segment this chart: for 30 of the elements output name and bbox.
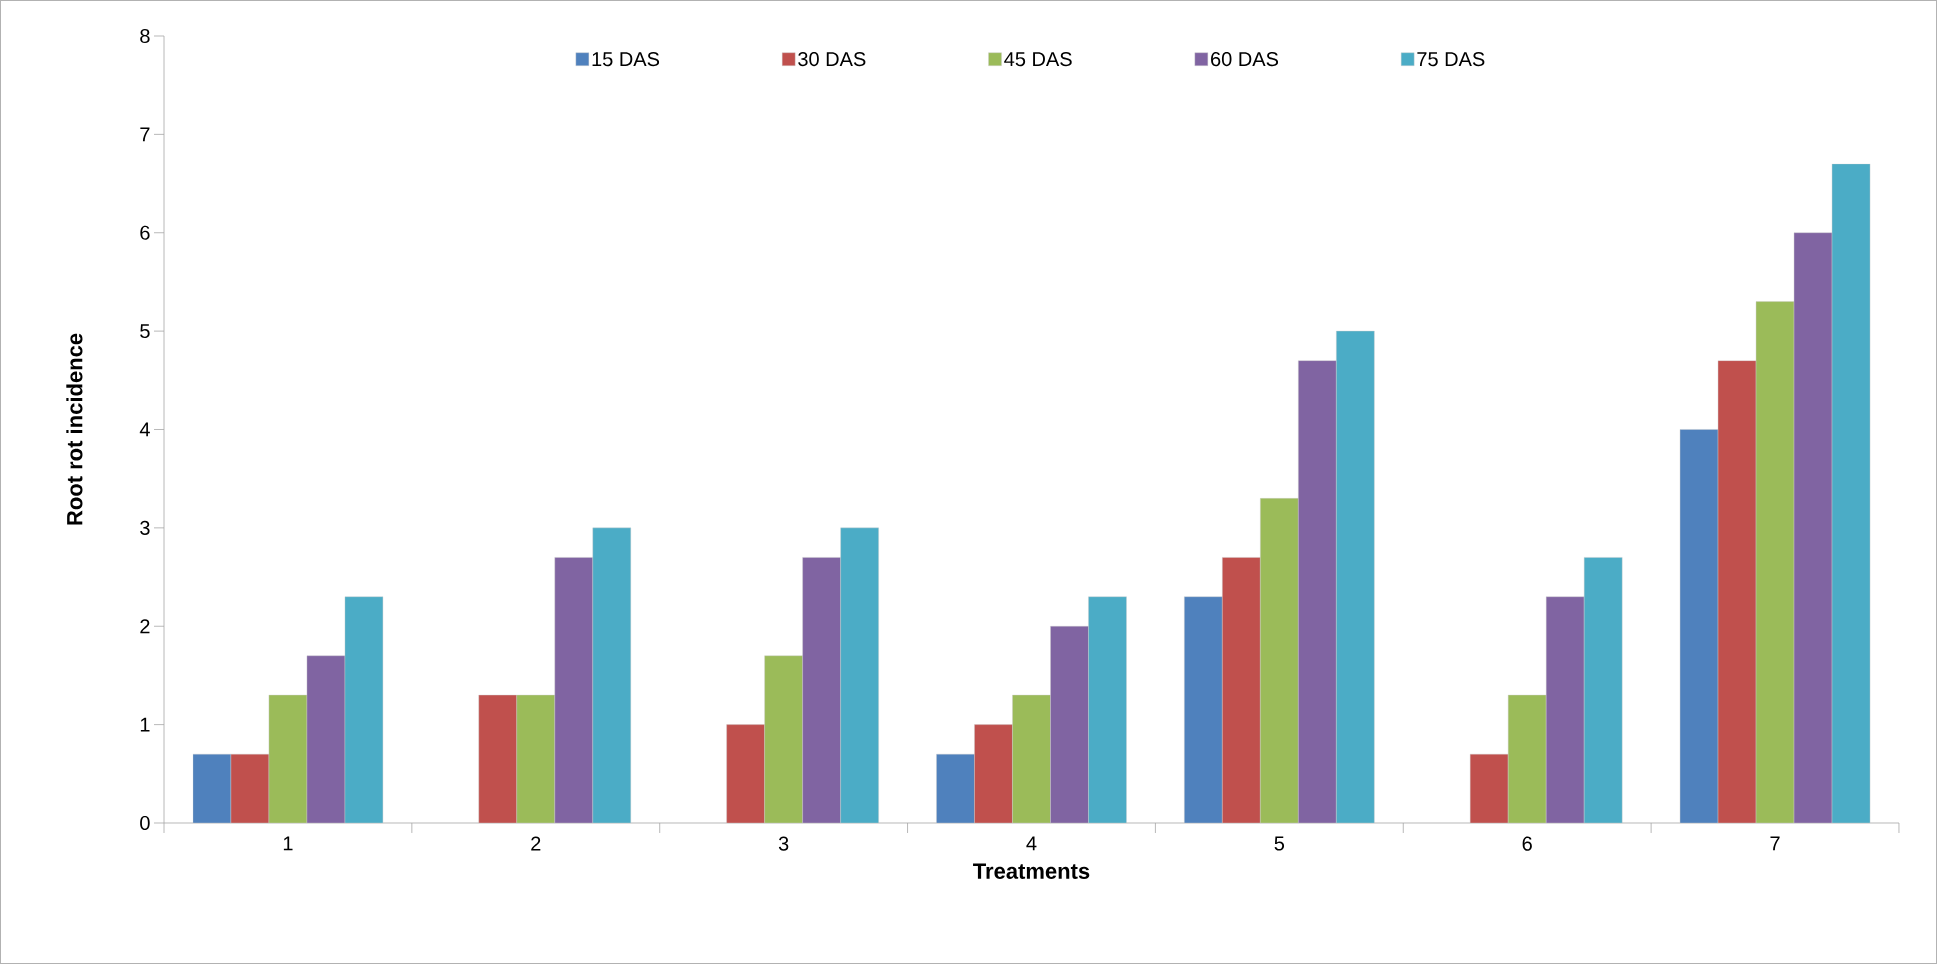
x-tick-label: 1 <box>283 836 293 851</box>
y-tick-label: 2 <box>140 619 150 634</box>
y-tick-label: 5 <box>140 324 150 339</box>
bar <box>726 724 765 823</box>
y-axis-title: Root rot incidence <box>66 333 83 525</box>
legend-label: 45 DAS <box>1004 52 1072 67</box>
x-axis-title: Treatments <box>973 863 1090 879</box>
y-tick-label: 3 <box>140 520 150 535</box>
y-tick-label: 1 <box>140 717 150 732</box>
bar <box>230 753 270 823</box>
bar <box>1717 360 1757 823</box>
legend-label: 15 DAS <box>592 52 660 67</box>
legend-label: 30 DAS <box>798 52 866 67</box>
x-tick-label: 5 <box>1274 836 1285 851</box>
y-tick-label: 7 <box>140 127 150 142</box>
legend-label: 75 DAS <box>1417 52 1485 67</box>
y-tick-label: 8 <box>140 28 150 44</box>
legend-label: 60 DAS <box>1211 52 1279 67</box>
bar <box>1222 557 1261 823</box>
y-tick-label: 4 <box>139 422 150 437</box>
x-tick-label: 2 <box>531 836 541 851</box>
bar <box>1469 753 1509 823</box>
bar <box>974 724 1013 823</box>
y-tick-label: 0 <box>140 815 150 831</box>
x-tick-label: 7 <box>1770 836 1780 851</box>
x-tick-label: 6 <box>1522 836 1532 851</box>
x-tick-label: 3 <box>778 836 789 851</box>
y-tick-label: 6 <box>140 225 150 240</box>
bar <box>478 694 517 823</box>
x-tick-label: 4 <box>1026 836 1037 851</box>
